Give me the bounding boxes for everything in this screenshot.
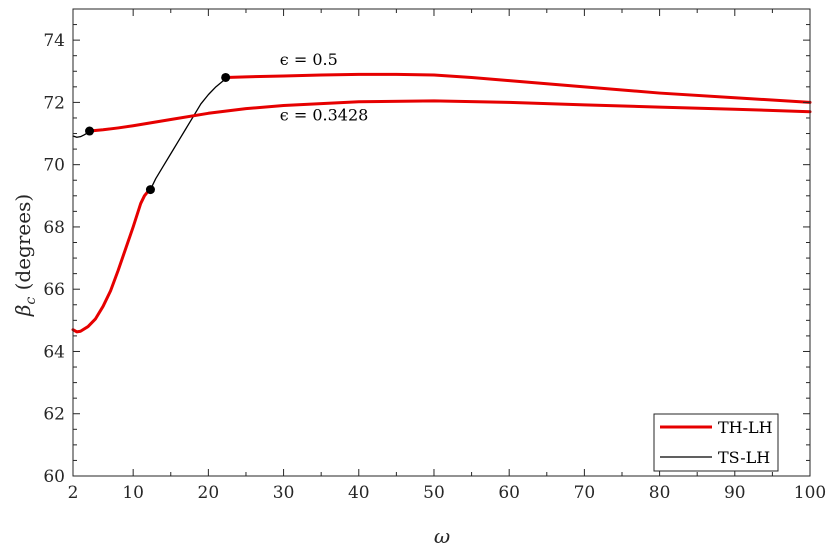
x-tick-label: 40 bbox=[348, 483, 370, 503]
legend-label-ts-lh: TS-LH bbox=[718, 448, 770, 467]
y-tick-label: 68 bbox=[43, 218, 65, 238]
transition-point bbox=[221, 72, 231, 82]
x-axis-label: ω bbox=[434, 524, 450, 547]
y-axis-unit: (degrees) bbox=[11, 194, 35, 297]
y-tick-label: 62 bbox=[43, 405, 65, 425]
axes-box bbox=[72, 8, 811, 477]
annotations: ϵ = 0.5 ϵ = 0.3428 bbox=[280, 50, 369, 124]
series-line-ts-lh-eps-0.5 bbox=[149, 76, 227, 191]
annotation-label: ϵ = 0.3428 bbox=[280, 105, 369, 124]
x-tick-label: 50 bbox=[423, 483, 445, 503]
y-tick-label: 70 bbox=[43, 156, 65, 176]
x-tick-label: 30 bbox=[273, 483, 295, 503]
series-line-th-lh-eps-0.5-high bbox=[224, 72, 812, 104]
series-line-th-lh-eps-0.5-low bbox=[71, 188, 152, 334]
transition-point bbox=[145, 185, 155, 195]
x-tick-label: 70 bbox=[574, 483, 596, 503]
plot-lines bbox=[71, 72, 812, 334]
y-tick-label: 66 bbox=[43, 280, 65, 300]
x-tick-label: 10 bbox=[122, 483, 144, 503]
y-tick-label: 72 bbox=[43, 93, 65, 113]
plot-markers bbox=[85, 72, 231, 195]
x-tick-label: 80 bbox=[649, 483, 671, 503]
x-tick-label: 2 bbox=[68, 483, 79, 503]
x-tick-label: 20 bbox=[198, 483, 220, 503]
transition-point bbox=[85, 126, 95, 136]
annotation-label: ϵ = 0.5 bbox=[280, 50, 338, 69]
legend: TH-LH TS-LH bbox=[653, 413, 779, 472]
y-axis-subscript: c bbox=[23, 297, 39, 305]
series-line-th-lh-eps-0.3428 bbox=[88, 99, 812, 133]
x-tick-label: 60 bbox=[498, 483, 520, 503]
x-ticks: 2 10 20 30 40 50 60 70 80 90 100 bbox=[68, 9, 826, 503]
legend-box bbox=[653, 413, 779, 472]
x-tick-label: 100 bbox=[794, 483, 826, 503]
y-tick-label: 74 bbox=[43, 31, 65, 51]
y-tick-label: 64 bbox=[43, 342, 65, 362]
y-ticks: 60 62 64 66 68 70 72 74 bbox=[43, 24, 810, 487]
y-axis-symbol: β bbox=[11, 305, 35, 318]
x-tick-label: 90 bbox=[724, 483, 746, 503]
y-tick-label: 60 bbox=[43, 467, 65, 487]
y-axis-label: βc (degrees) bbox=[11, 194, 39, 317]
legend-label-th-lh: TH-LH bbox=[718, 418, 773, 437]
